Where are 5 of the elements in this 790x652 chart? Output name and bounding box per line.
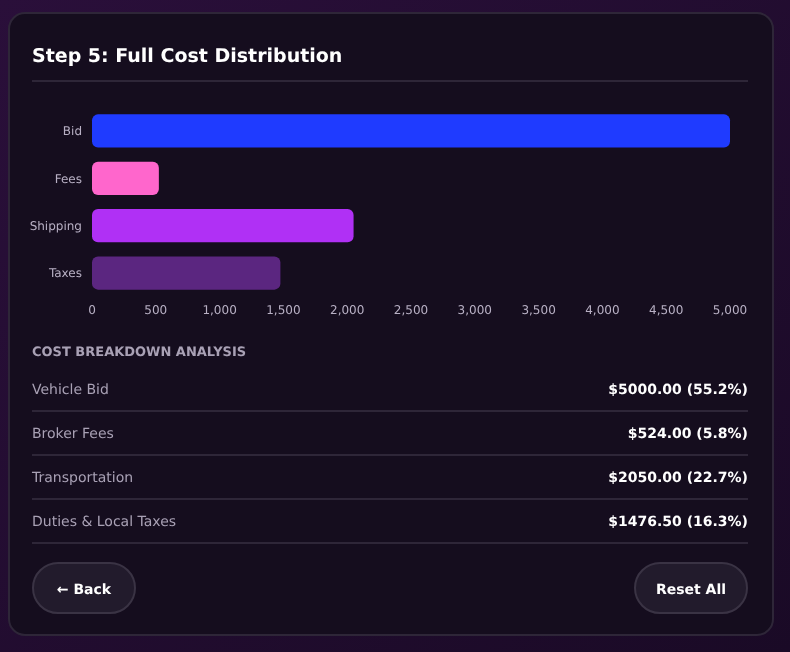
bar <box>92 256 281 290</box>
chart-title: Step 5: Full Cost Distribution <box>32 46 343 68</box>
bar <box>92 161 159 195</box>
bar <box>92 114 730 148</box>
bar <box>92 209 354 243</box>
